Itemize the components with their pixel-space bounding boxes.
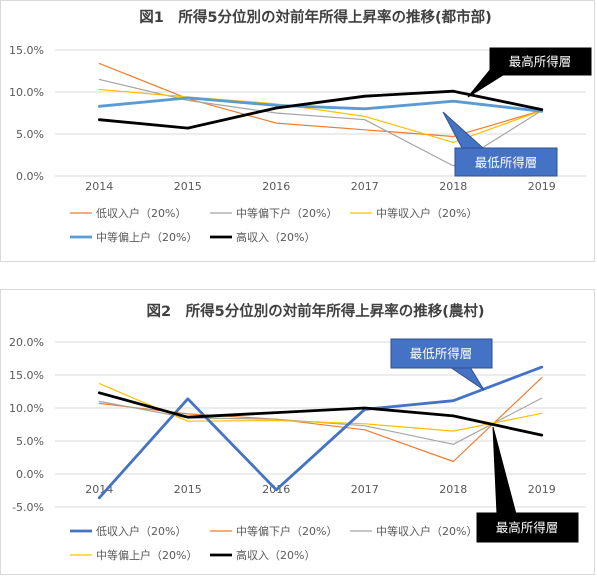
series-line-5 — [97, 89, 544, 130]
y-tick-label: 20.0% — [9, 336, 44, 349]
y-tick-label: 15.0% — [9, 44, 44, 57]
y-tick-label: 5.0% — [16, 128, 44, 141]
chart-title: 図1 所得5分位別の対前年所得上昇率の推移(都市部) — [139, 8, 491, 26]
y-tick-label: -5.0% — [12, 501, 44, 514]
legend-label: 高収入（20%） — [236, 230, 315, 244]
x-tick-label: 2016 — [262, 180, 290, 193]
callout-label: 最低所得層 — [410, 346, 473, 361]
callout-pointer — [492, 426, 517, 515]
series-line-4 — [97, 96, 544, 113]
callout-label: 最高所得層 — [496, 520, 559, 535]
callout-box — [476, 512, 579, 543]
callout-label: 最高所得層 — [509, 54, 572, 69]
y-tick-label: 10.0% — [9, 402, 44, 415]
legend-label: 低収入户（20%） — [96, 524, 186, 538]
legend-label: 低収入户（20%） — [96, 206, 186, 220]
x-tick-label: 2014 — [85, 180, 113, 193]
x-tick-label: 2019 — [528, 180, 556, 193]
chart-title: 図2 所得5分位別の対前年所得上昇率の推移(農村) — [147, 302, 485, 320]
series-line-1 — [97, 365, 544, 500]
y-tick-label: 15.0% — [9, 369, 44, 382]
series-line-5 — [97, 391, 544, 437]
legend-label: 中等偏上户（20%） — [96, 548, 197, 562]
legend-label: 高収入（20%） — [236, 548, 315, 562]
series-line-1 — [98, 62, 543, 138]
x-tick-label: 2018 — [439, 180, 467, 193]
chart-panel-urban — [0, 0, 595, 262]
y-tick-label: 0.0% — [16, 170, 44, 183]
callout-label: 最低所得層 — [475, 155, 538, 170]
x-tick-label: 2015 — [174, 180, 202, 193]
legend-label: 中等偏下户（20%） — [236, 524, 337, 538]
legend-label: 中等偏上户（20%） — [96, 230, 197, 244]
callout-pointer — [448, 366, 485, 391]
legend-label: 中等収入户（20%） — [376, 206, 477, 220]
x-tick-label: 2015 — [174, 483, 202, 496]
callout-box — [454, 147, 558, 177]
x-tick-label: 2014 — [85, 483, 113, 496]
callout-box — [390, 338, 493, 369]
x-tick-label: 2017 — [351, 483, 379, 496]
legend-label: 中等偏下户（20%） — [236, 206, 337, 220]
x-tick-label: 2017 — [351, 180, 379, 193]
y-tick-label: 5.0% — [16, 435, 44, 448]
y-tick-label: 10.0% — [9, 86, 44, 99]
legend-label: 中等収入户（20%） — [376, 524, 477, 538]
x-tick-label: 2019 — [528, 483, 556, 496]
callout-box — [489, 47, 592, 76]
y-tick-label: 0.0% — [16, 468, 44, 481]
x-tick-label: 2018 — [439, 483, 467, 496]
